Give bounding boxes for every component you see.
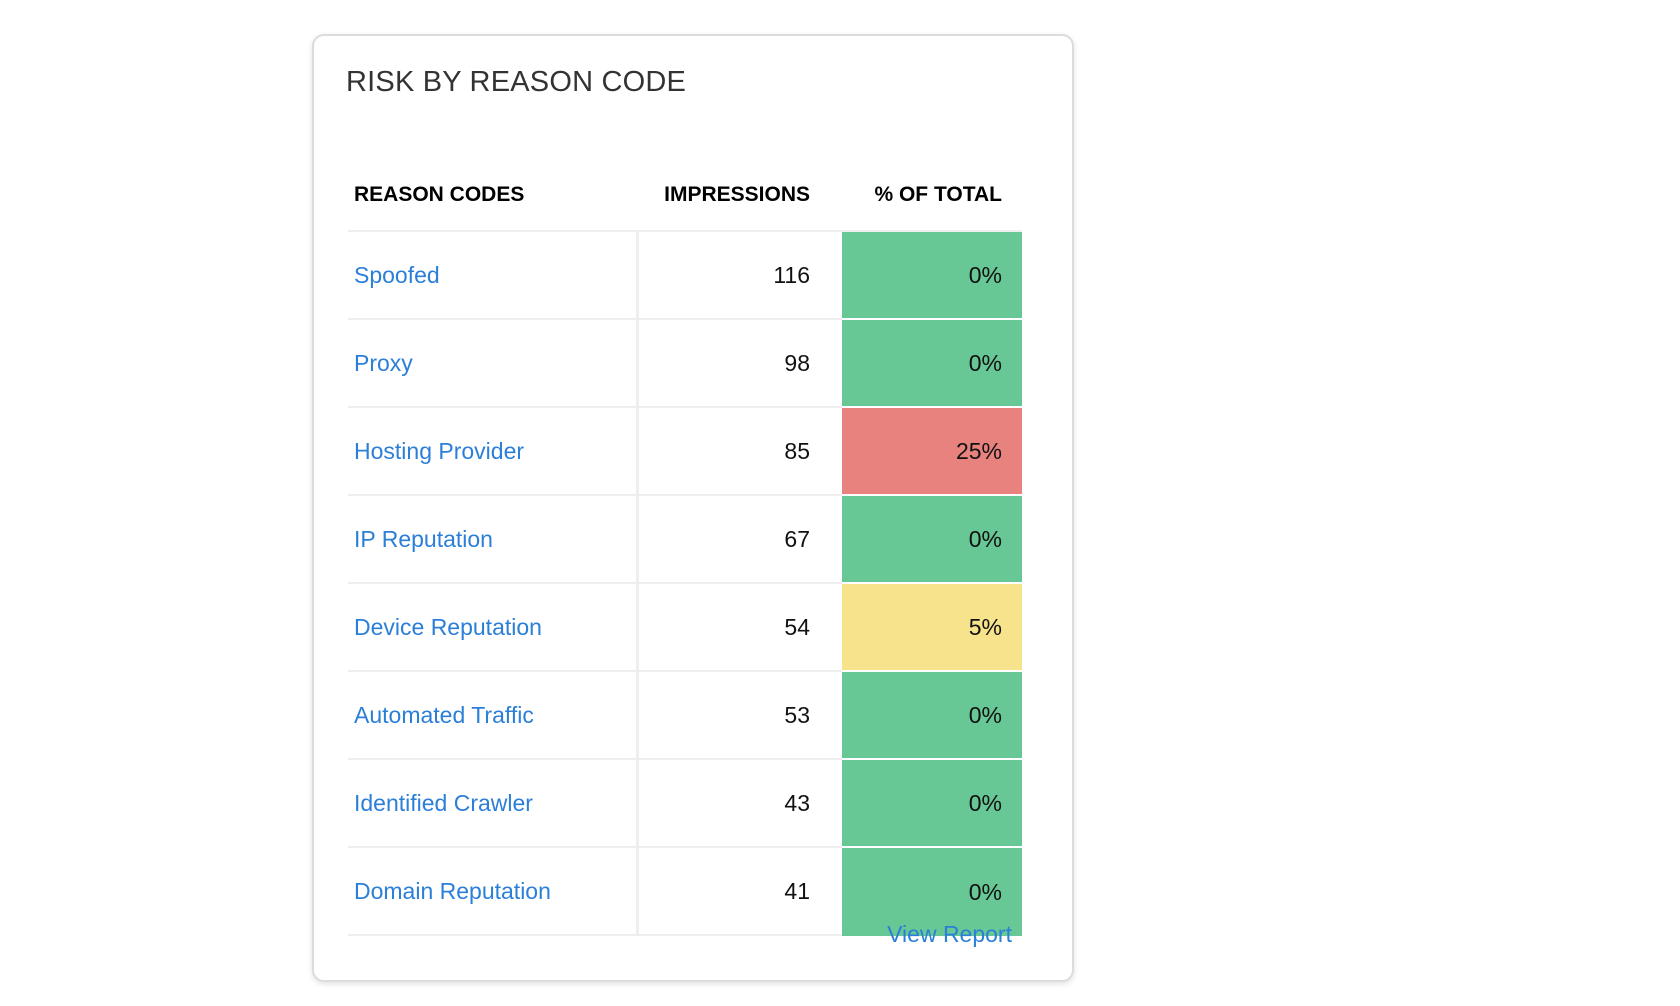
reason-link-device-reputation[interactable]: Device Reputation [354, 613, 542, 640]
reason-link-hosting-provider[interactable]: Hosting Provider [354, 437, 525, 464]
table-row: Proxy 98 0% [348, 320, 1022, 408]
percent-cell: 5% [842, 584, 1022, 672]
reason-link-proxy[interactable]: Proxy [354, 349, 413, 376]
percent-cell: 0% [842, 496, 1022, 584]
card-title: RISK BY REASON CODE [346, 66, 687, 98]
impressions-cell: 41 [639, 848, 842, 936]
percent-cell: 0% [842, 848, 1022, 936]
percent-cell: 0% [842, 320, 1022, 408]
risk-by-reason-code-card: RISK BY REASON CODE REASON CODES IMPRESS… [312, 34, 1074, 982]
impressions-cell: 85 [639, 408, 842, 496]
impressions-cell: 54 [639, 584, 842, 672]
table-row: Spoofed 116 0% [348, 232, 1022, 320]
table-header: REASON CODES IMPRESSIONS % OF TOTAL [348, 160, 1022, 232]
percent-cell: 0% [842, 232, 1022, 320]
header-percent-of-total: % OF TOTAL [874, 183, 1002, 206]
table-row: Automated Traffic 53 0% [348, 672, 1022, 760]
reason-link-spoofed[interactable]: Spoofed [354, 261, 440, 288]
impressions-cell: 53 [639, 672, 842, 760]
table-row: Device Reputation 54 5% [348, 584, 1022, 672]
impressions-cell: 67 [639, 496, 842, 584]
reason-link-domain-reputation[interactable]: Domain Reputation [354, 877, 551, 904]
impressions-cell: 43 [639, 760, 842, 848]
table-row: Identified Crawler 43 0% [348, 760, 1022, 848]
impressions-cell: 98 [639, 320, 842, 408]
impressions-cell: 116 [639, 232, 842, 320]
reason-link-ip-reputation[interactable]: IP Reputation [354, 525, 493, 552]
reason-code-table: REASON CODES IMPRESSIONS % OF TOTAL Spoo… [348, 160, 1022, 936]
header-reason-codes: REASON CODES [354, 183, 525, 206]
reason-link-identified-crawler[interactable]: Identified Crawler [354, 789, 533, 816]
header-impressions: IMPRESSIONS [664, 183, 810, 206]
view-report-link[interactable]: View Report [887, 921, 1012, 947]
table-row: Domain Reputation 41 0% [348, 848, 1022, 936]
table-row: IP Reputation 67 0% [348, 496, 1022, 584]
table-body: Spoofed 116 0% Proxy 98 0% Hosting Provi… [348, 232, 1022, 936]
percent-cell: 0% [842, 672, 1022, 760]
percent-cell: 25% [842, 408, 1022, 496]
percent-cell: 0% [842, 760, 1022, 848]
table-row: Hosting Provider 85 25% [348, 408, 1022, 496]
reason-link-automated-traffic[interactable]: Automated Traffic [354, 701, 534, 728]
